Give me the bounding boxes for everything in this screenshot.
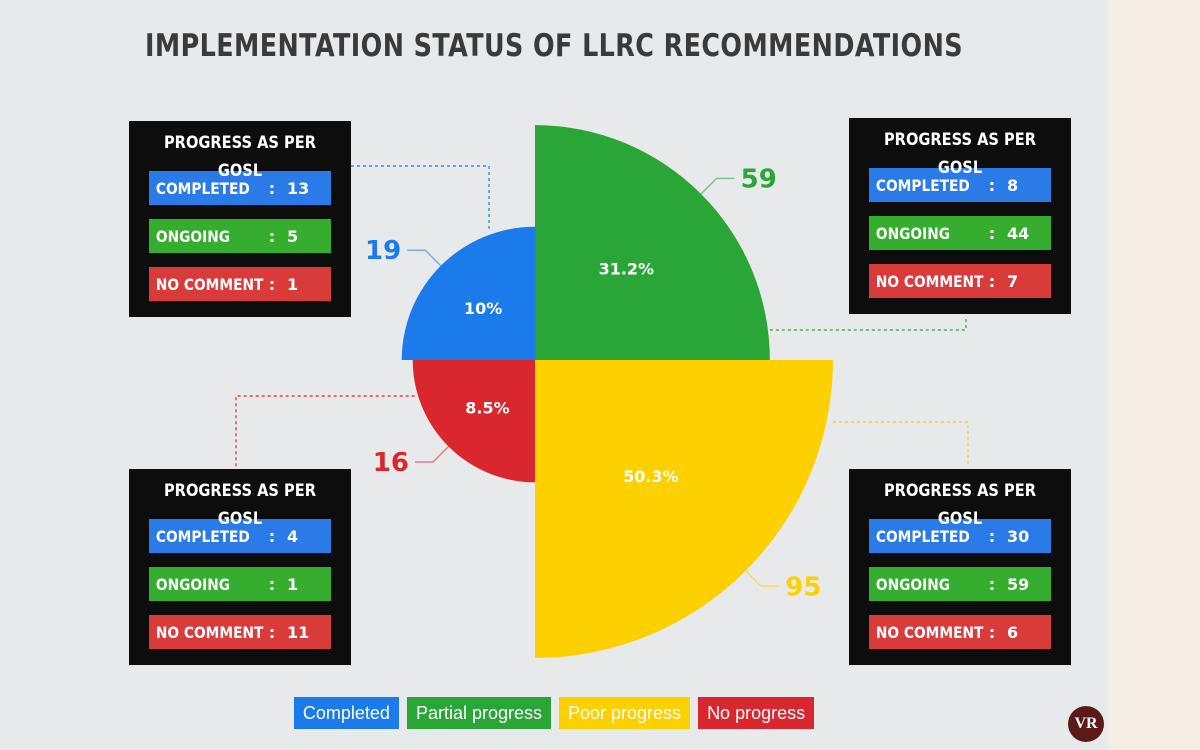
box-row-completed: COMPLETED : 13 bbox=[149, 171, 331, 205]
slice-partial-progress bbox=[535, 125, 770, 360]
legend-partial-progress: Partial progress bbox=[406, 697, 551, 729]
row-value: 30 bbox=[1007, 526, 1030, 546]
box-heading: PROGRESS AS PER GOSL bbox=[883, 130, 1037, 178]
box-row-ongoing: ONGOING : 5 bbox=[149, 219, 331, 253]
row-label: NO COMMENT bbox=[155, 274, 264, 294]
row-separator: : bbox=[988, 574, 996, 594]
leader-no-progress bbox=[414, 445, 450, 463]
percent-label-completed: 10% bbox=[464, 299, 502, 318]
row-label: NO COMMENT bbox=[875, 622, 984, 642]
box-poor-progress-gosl: PROGRESS AS PER GOSL COMPLETED : 30 ONGO… bbox=[849, 469, 1071, 665]
box-heading: PROGRESS AS PER GOSL bbox=[163, 481, 317, 529]
box-row-completed: COMPLETED : 4 bbox=[149, 519, 331, 553]
leader-lines bbox=[407, 177, 780, 588]
row-value: 1 bbox=[287, 274, 299, 294]
chart-labels: 10% 19 31.2% 59 50.3% 95 8.5% 16 bbox=[365, 164, 821, 602]
box-no-progress-gosl: PROGRESS AS PER GOSL COMPLETED : 4 ONGOI… bbox=[129, 469, 351, 665]
vr-logo: VR bbox=[1068, 706, 1104, 742]
leader-poor-progress bbox=[745, 570, 780, 588]
box-row-completed: COMPLETED : 8 bbox=[869, 168, 1051, 202]
count-label-no-progress: 16 bbox=[373, 448, 409, 478]
row-label: ONGOING bbox=[875, 574, 951, 594]
connector-lines bbox=[235, 165, 969, 467]
leader-partial-progress bbox=[700, 177, 735, 195]
percent-label-partial-progress: 31.2% bbox=[599, 260, 655, 279]
row-label: NO COMMENT bbox=[155, 622, 264, 642]
legend-no-progress: No progress bbox=[698, 697, 815, 729]
connector-completed bbox=[351, 165, 490, 229]
box-row-no-comment: NO COMMENT : 1 bbox=[149, 267, 331, 301]
row-value: 8 bbox=[1007, 175, 1019, 195]
row-label: COMPLETED bbox=[155, 526, 250, 546]
row-separator: : bbox=[988, 622, 996, 642]
chart-legend: Completed Partial progress Poor progress… bbox=[0, 697, 1108, 729]
row-label: ONGOING bbox=[875, 223, 951, 243]
row-separator: : bbox=[268, 274, 276, 294]
row-value: 7 bbox=[1007, 271, 1019, 291]
box-heading: PROGRESS AS PER GOSL bbox=[883, 481, 1037, 529]
box-row-ongoing: ONGOING : 44 bbox=[869, 216, 1051, 250]
chart-slices bbox=[401, 125, 833, 658]
count-label-completed: 19 bbox=[365, 236, 401, 266]
row-label: COMPLETED bbox=[875, 526, 970, 546]
percent-label-poor-progress: 50.3% bbox=[623, 467, 679, 486]
row-separator: : bbox=[988, 223, 996, 243]
row-value: 4 bbox=[287, 526, 299, 546]
row-separator: : bbox=[988, 175, 996, 195]
row-separator: : bbox=[988, 526, 996, 546]
slice-no-progress bbox=[412, 360, 535, 483]
row-label: COMPLETED bbox=[155, 178, 250, 198]
leader-completed bbox=[407, 249, 442, 267]
box-row-no-comment: NO COMMENT : 11 bbox=[149, 615, 331, 649]
row-value: 11 bbox=[287, 622, 310, 642]
row-value: 59 bbox=[1007, 574, 1030, 594]
row-value: 6 bbox=[1007, 622, 1019, 642]
polar-area-chart: 10% 19 31.2% 59 50.3% 95 8.5% 16 bbox=[235, 125, 969, 658]
connector-poor-progress bbox=[833, 421, 969, 467]
percent-label-no-progress: 8.5% bbox=[465, 399, 509, 418]
row-label: NO COMMENT bbox=[875, 271, 984, 291]
box-heading: PROGRESS AS PER GOSL bbox=[163, 133, 317, 181]
chart-title: IMPLEMENTATION STATUS OF LLRC RECOMMENDA… bbox=[145, 28, 963, 64]
row-separator: : bbox=[268, 622, 276, 642]
connector-partial-progress bbox=[769, 316, 967, 331]
row-label: ONGOING bbox=[155, 226, 231, 246]
box-row-completed: COMPLETED : 30 bbox=[869, 519, 1051, 553]
row-value: 5 bbox=[287, 226, 299, 246]
box-row-no-comment: NO COMMENT : 7 bbox=[869, 264, 1051, 298]
legend-completed: Completed bbox=[293, 697, 399, 729]
row-label: ONGOING bbox=[155, 574, 231, 594]
row-separator: : bbox=[268, 526, 276, 546]
box-row-ongoing: ONGOING : 59 bbox=[869, 567, 1051, 601]
count-label-poor-progress: 95 bbox=[785, 572, 821, 602]
legend-poor-progress: Poor progress bbox=[559, 697, 691, 729]
box-completed-gosl: PROGRESS AS PER GOSL COMPLETED : 13 ONGO… bbox=[129, 121, 351, 317]
box-partial-gosl: PROGRESS AS PER GOSL COMPLETED : 8 ONGOI… bbox=[849, 118, 1071, 314]
row-separator: : bbox=[268, 574, 276, 594]
row-value: 44 bbox=[1007, 223, 1030, 243]
slice-completed bbox=[401, 226, 535, 360]
slice-poor-progress bbox=[535, 360, 833, 658]
row-label: COMPLETED bbox=[875, 175, 970, 195]
row-value: 1 bbox=[287, 574, 299, 594]
row-separator: : bbox=[988, 271, 996, 291]
row-value: 13 bbox=[287, 178, 310, 198]
row-separator: : bbox=[268, 178, 276, 198]
row-separator: : bbox=[268, 226, 276, 246]
box-row-no-comment: NO COMMENT : 6 bbox=[869, 615, 1051, 649]
count-label-partial-progress: 59 bbox=[741, 164, 777, 194]
box-row-ongoing: ONGOING : 1 bbox=[149, 567, 331, 601]
